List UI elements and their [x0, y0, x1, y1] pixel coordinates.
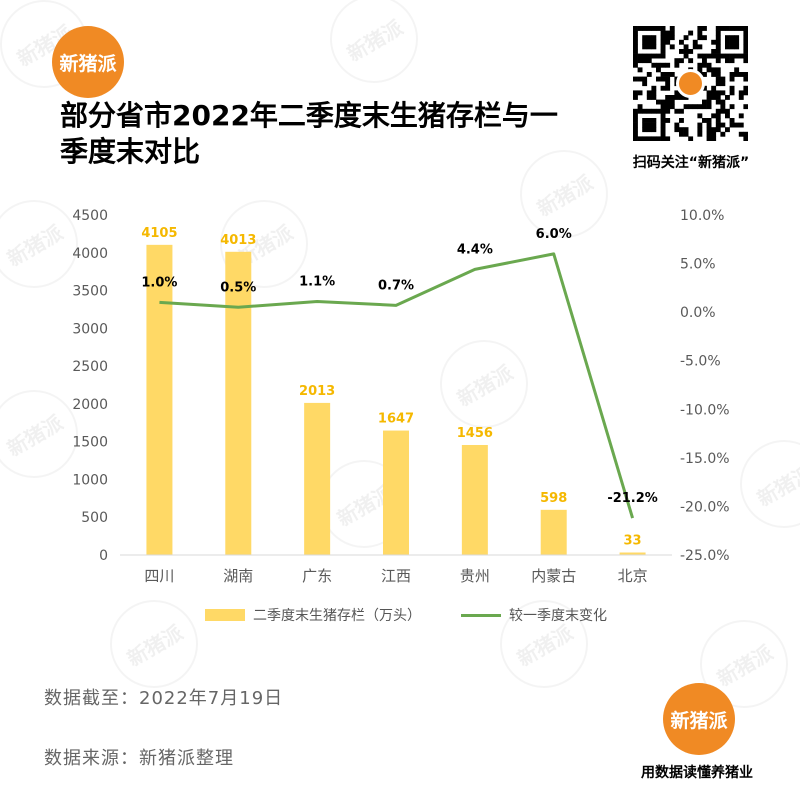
- left-tick-label: 0: [99, 548, 108, 564]
- left-tick-label: 1000: [72, 472, 108, 488]
- left-y-axis: 0 500 1000 1500 2000 2500 3000 3500 4000 4500: [72, 208, 108, 564]
- right-tick-label: 0.0%: [680, 305, 716, 321]
- qr-caption: 扫码关注“新猪派”: [632, 155, 750, 171]
- brand-slogan: 用数据读懂养猪业: [641, 765, 753, 781]
- legend: 二季度末生猪存栏（万头） 较一季度末变化: [205, 604, 647, 626]
- right-tick-label: -20.0%: [680, 499, 730, 515]
- line-series: 1.0% 0.5% 1.1% 0.7% 4.4% 6.0% -21.2%: [141, 227, 658, 519]
- bar-data-label: 598: [540, 491, 567, 506]
- bar: [619, 552, 646, 555]
- bar-data-label: 1647: [378, 412, 414, 427]
- line-data-label: 0.5%: [220, 280, 256, 295]
- bar-data-label: 1456: [457, 426, 493, 441]
- bar-series: 4105 4013 2013 1647 1456 598 33: [141, 226, 646, 555]
- bar-data-label: 4013: [220, 233, 256, 248]
- category-label: 内蒙古: [531, 567, 576, 585]
- left-tick-label: 2000: [72, 397, 108, 413]
- brand-logo: 新猪派: [52, 26, 124, 98]
- left-tick-label: 1500: [72, 435, 108, 451]
- line-path: [159, 252, 635, 519]
- chart-title: 部分省市2022年二季度末生猪存栏与一季度末对比: [60, 99, 558, 168]
- data-source-note: 数据来源：新猪派整理: [44, 748, 234, 769]
- brand-logo-bottom: 新猪派: [663, 683, 735, 755]
- left-tick-label: 4500: [72, 208, 108, 224]
- right-tick-label: 5.0%: [680, 257, 716, 273]
- legend-label-line: 较一季度末变化: [509, 608, 607, 624]
- bar: [540, 509, 567, 555]
- category-label: 广东: [302, 567, 332, 585]
- legend-label-bar: 二季度末生猪存栏（万头）: [253, 608, 421, 624]
- bar: [225, 251, 252, 555]
- right-tick-label: -25.0%: [680, 548, 730, 564]
- category-axis: 四川 湖南 广东 江西 贵州 内蒙古 北京: [144, 567, 647, 585]
- right-y-axis: -25.0% -20.0% -15.0% -10.0% -5.0% 0.0% 5.0% 10.…: [680, 208, 730, 564]
- left-tick-label: 3000: [72, 321, 108, 337]
- left-tick-label: 2500: [72, 359, 108, 375]
- bar: [304, 402, 331, 555]
- line-data-label: -21.2%: [607, 491, 658, 506]
- bar: [146, 244, 173, 555]
- left-tick-label: 3500: [72, 284, 108, 300]
- left-tick-label: 500: [81, 510, 108, 526]
- legend-item-line: 较一季度末变化: [461, 605, 607, 625]
- category-label: 四川: [144, 567, 174, 585]
- right-tick-label: -10.0%: [680, 402, 730, 418]
- data-date-note: 数据截至：2022年7月19日: [44, 688, 284, 709]
- bar-data-label: 2013: [299, 384, 335, 399]
- qr-code[interactable]: [633, 26, 748, 141]
- left-tick-label: 4000: [72, 246, 108, 262]
- category-label: 贵州: [460, 567, 490, 585]
- legend-swatch-bar: [205, 609, 245, 621]
- watermark: 新猪派: [313, 0, 435, 100]
- category-label: 江西: [381, 567, 411, 585]
- legend-swatch-line: [461, 613, 501, 617]
- bar: [383, 430, 409, 555]
- line-data-label: 0.7%: [378, 278, 414, 293]
- bar: [461, 444, 488, 555]
- right-tick-label: 10.0%: [680, 208, 724, 224]
- legend-item-bar: 二季度末生猪存栏（万头）: [205, 605, 421, 625]
- bar-data-label: 33: [624, 534, 642, 549]
- combo-chart: 0 500 1000 1500 2000 2500 3000 3500 4000 4500 -25…: [72, 208, 730, 585]
- line-data-label: 1.0%: [141, 275, 177, 290]
- category-label: 北京: [618, 567, 648, 585]
- category-label: 湖南: [223, 567, 253, 585]
- right-tick-label: -5.0%: [680, 354, 721, 370]
- line-data-label: 4.4%: [457, 242, 493, 257]
- right-tick-label: -15.0%: [680, 451, 730, 467]
- bar-data-label: 4105: [141, 226, 177, 241]
- line-data-label: 6.0%: [536, 227, 572, 242]
- line-data-label: 1.1%: [299, 274, 335, 289]
